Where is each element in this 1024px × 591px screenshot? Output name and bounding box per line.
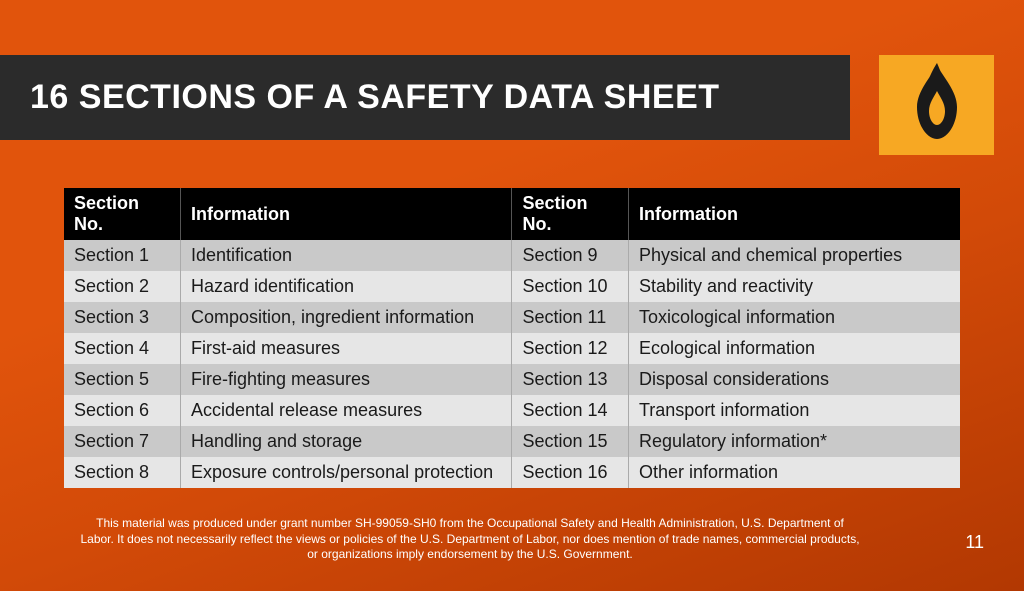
section-info-cell: Exposure controls/personal protection bbox=[180, 457, 512, 488]
section-info-cell: Toxicological information bbox=[628, 302, 960, 333]
section-info-cell: Other information bbox=[628, 457, 960, 488]
section-number-cell: Section 9 bbox=[512, 240, 628, 271]
section-number-cell: Section 10 bbox=[512, 271, 628, 302]
section-info-cell: First-aid measures bbox=[180, 333, 512, 364]
title-bar: 16 SECTIONS OF A SAFETY DATA SHEET bbox=[0, 55, 850, 140]
section-number-cell: Section 5 bbox=[64, 364, 180, 395]
section-number-cell: Section 6 bbox=[64, 395, 180, 426]
col-header: Section No. bbox=[64, 188, 180, 240]
table-row: Section 5Fire-fighting measuresSection 1… bbox=[64, 364, 960, 395]
hazard-icon-box bbox=[879, 55, 994, 155]
col-header: Information bbox=[628, 188, 960, 240]
section-number-cell: Section 3 bbox=[64, 302, 180, 333]
table-row: Section 7Handling and storageSection 15R… bbox=[64, 426, 960, 457]
sds-table-container: Section No. Information Section No. Info… bbox=[64, 188, 960, 488]
section-info-cell: Ecological information bbox=[628, 333, 960, 364]
section-number-cell: Section 14 bbox=[512, 395, 628, 426]
section-number-cell: Section 16 bbox=[512, 457, 628, 488]
table-header-row: Section No. Information Section No. Info… bbox=[64, 188, 960, 240]
section-info-cell: Transport information bbox=[628, 395, 960, 426]
col-header: Information bbox=[180, 188, 512, 240]
section-info-cell: Disposal considerations bbox=[628, 364, 960, 395]
table-row: Section 3Composition, ingredient informa… bbox=[64, 302, 960, 333]
section-number-cell: Section 11 bbox=[512, 302, 628, 333]
section-info-cell: Hazard identification bbox=[180, 271, 512, 302]
page-number: 11 bbox=[965, 532, 984, 553]
section-info-cell: Composition, ingredient information bbox=[180, 302, 512, 333]
section-info-cell: Stability and reactivity bbox=[628, 271, 960, 302]
flame-icon bbox=[902, 63, 972, 148]
section-number-cell: Section 8 bbox=[64, 457, 180, 488]
section-info-cell: Handling and storage bbox=[180, 426, 512, 457]
section-number-cell: Section 15 bbox=[512, 426, 628, 457]
page-title: 16 SECTIONS OF A SAFETY DATA SHEET bbox=[30, 78, 720, 117]
table-row: Section 8Exposure controls/personal prot… bbox=[64, 457, 960, 488]
table-row: Section 4First-aid measuresSection 12Eco… bbox=[64, 333, 960, 364]
table-row: Section 2Hazard identificationSection 10… bbox=[64, 271, 960, 302]
section-info-cell: Physical and chemical properties bbox=[628, 240, 960, 271]
col-header: Section No. bbox=[512, 188, 628, 240]
section-info-cell: Fire-fighting measures bbox=[180, 364, 512, 395]
section-info-cell: Regulatory information* bbox=[628, 426, 960, 457]
section-info-cell: Identification bbox=[180, 240, 512, 271]
table-row: Section 6Accidental release measuresSect… bbox=[64, 395, 960, 426]
section-number-cell: Section 1 bbox=[64, 240, 180, 271]
section-number-cell: Section 13 bbox=[512, 364, 628, 395]
table-row: Section 1IdentificationSection 9Physical… bbox=[64, 240, 960, 271]
section-number-cell: Section 4 bbox=[64, 333, 180, 364]
section-number-cell: Section 2 bbox=[64, 271, 180, 302]
section-number-cell: Section 7 bbox=[64, 426, 180, 457]
section-number-cell: Section 12 bbox=[512, 333, 628, 364]
section-info-cell: Accidental release measures bbox=[180, 395, 512, 426]
slide: 16 SECTIONS OF A SAFETY DATA SHEET Secti… bbox=[0, 0, 1024, 591]
sds-sections-table: Section No. Information Section No. Info… bbox=[64, 188, 960, 488]
disclaimer-footer: This material was produced under grant n… bbox=[80, 516, 860, 563]
